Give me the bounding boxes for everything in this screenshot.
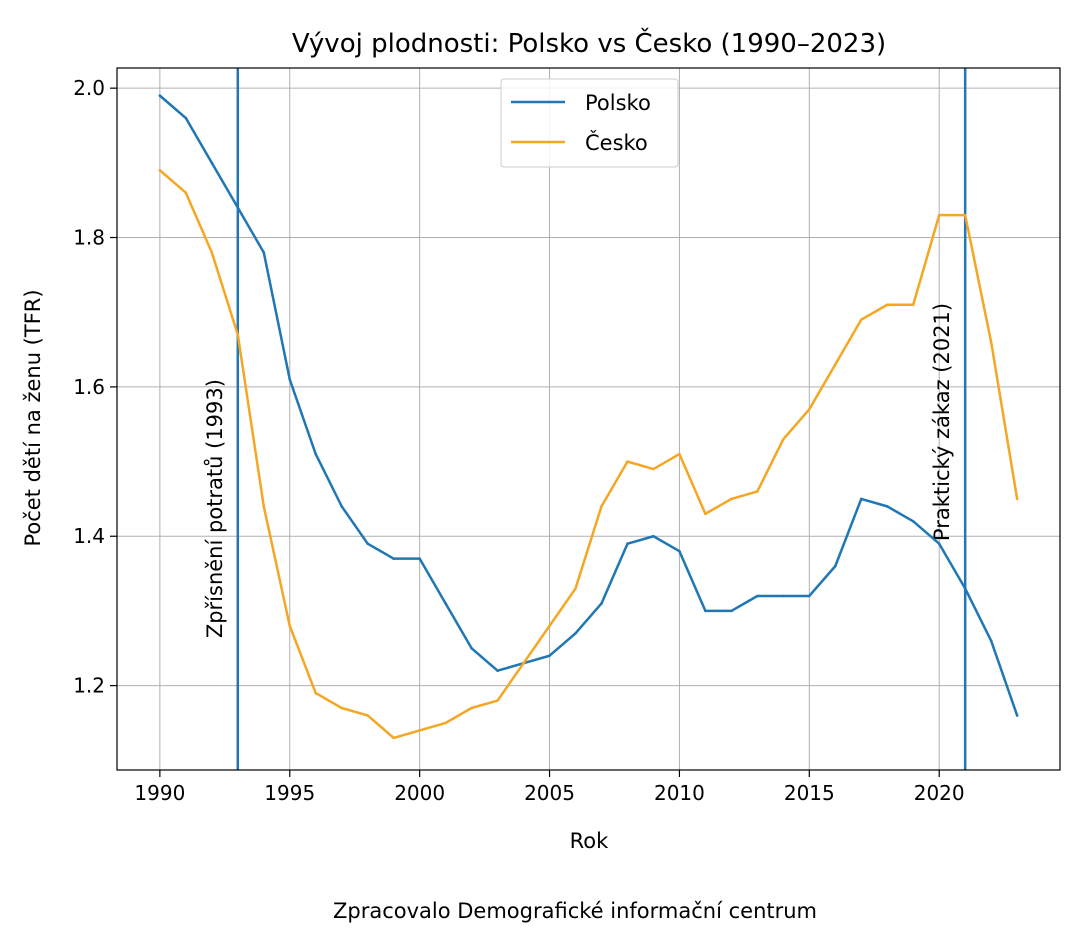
x-tick-label: 2005 (524, 781, 575, 805)
data-point-cesko-1996 (314, 691, 318, 695)
y-tick-label: 1.2 (73, 674, 105, 698)
data-point-cesko-2022 (989, 340, 993, 344)
data-point-polsko-2017 (859, 497, 863, 501)
data-point-polsko-2015 (808, 594, 811, 598)
data-point-cesko-1994 (262, 505, 266, 508)
data-point-cesko-2007 (600, 505, 603, 508)
plot-frame (116, 67, 1061, 771)
legend: Polsko Česko (500, 78, 679, 168)
data-point-cesko-1992 (210, 251, 214, 254)
legend-label-polsko: Polsko (585, 91, 651, 115)
data-point-cesko-1990 (158, 169, 162, 172)
data-point-polsko-2007 (600, 602, 603, 605)
data-point-cesko-2002 (470, 706, 473, 710)
data-point-polsko-2011 (704, 609, 707, 613)
data-point-polsko-2023 (1015, 714, 1019, 717)
plot-background (117, 68, 1060, 770)
y-tick-label: 1.8 (73, 226, 105, 250)
data-point-cesko-1999 (392, 736, 395, 740)
data-point-cesko-2014 (782, 437, 785, 441)
chart-title: Vývoj plodnosti: Polsko vs Česko (1990–2… (292, 27, 886, 59)
data-point-polsko-2012 (730, 609, 733, 613)
data-point-polsko-1992 (210, 161, 214, 165)
data-point-polsko-2005 (548, 654, 551, 658)
data-point-cesko-2019 (911, 303, 915, 307)
annotation-label-2021: Praktický zákaz (2021) (930, 303, 954, 541)
data-point-polsko-1998 (366, 542, 369, 546)
series-line-cesko (158, 169, 1019, 740)
chart-footer: Zpracovalo Demografické informační centr… (333, 899, 817, 923)
data-point-cesko-2012 (730, 497, 733, 501)
x-axis-label: Rok (570, 829, 609, 853)
data-point-polsko-2014 (782, 594, 785, 598)
annotation-label-1993: Zpřísnění potratů (1993) (203, 379, 227, 638)
data-point-cesko-2017 (859, 318, 863, 321)
legend-label-cesko: Česko (585, 130, 648, 155)
data-point-cesko-2015 (808, 407, 811, 411)
data-point-cesko-2001 (444, 721, 447, 725)
data-point-polsko-2010 (678, 549, 681, 553)
data-point-cesko-2021 (963, 213, 967, 217)
y-tick-label: 1.6 (73, 375, 105, 399)
series-layer (158, 94, 1019, 740)
data-point-polsko-2008 (626, 542, 629, 546)
y-tick-label: 1.4 (73, 524, 105, 548)
data-point-polsko-2013 (756, 594, 759, 598)
data-point-polsko-1995 (288, 378, 292, 381)
data-point-cesko-2018 (885, 303, 889, 307)
data-point-polsko-2018 (885, 505, 889, 508)
data-point-cesko-2008 (626, 460, 629, 463)
data-point-polsko-2000 (418, 557, 421, 560)
data-point-polsko-2009 (652, 534, 655, 538)
data-point-polsko-1990 (158, 94, 162, 97)
data-point-polsko-1993 (236, 206, 240, 209)
data-point-cesko-2010 (678, 452, 681, 456)
data-point-polsko-2020 (937, 542, 941, 546)
data-point-cesko-2013 (756, 490, 759, 493)
data-point-cesko-2006 (574, 587, 577, 590)
x-tick-label: 2015 (784, 781, 835, 805)
grid-layer (117, 68, 1060, 770)
series-line-polsko (158, 94, 1019, 717)
data-point-polsko-2021 (963, 587, 967, 590)
y-tick-label: 2.0 (73, 76, 105, 100)
data-point-cesko-1997 (340, 706, 344, 710)
data-point-cesko-1998 (366, 714, 369, 717)
data-point-polsko-2003 (496, 669, 499, 672)
data-point-cesko-2016 (833, 363, 837, 366)
data-point-polsko-2016 (833, 564, 837, 568)
data-point-cesko-2009 (652, 467, 655, 471)
data-point-polsko-1994 (262, 251, 266, 254)
data-point-cesko-1991 (184, 191, 188, 195)
data-point-cesko-2000 (418, 729, 421, 732)
data-point-cesko-1993 (236, 333, 240, 336)
data-point-polsko-2002 (470, 646, 473, 650)
axis-layer: 1990 1995 2000 2005 2010 2015 2020 1.2 1.4 1.6 1.8… (73, 67, 1061, 805)
data-point-polsko-1999 (392, 557, 395, 560)
data-point-cesko-2011 (704, 512, 707, 516)
x-tick-label: 1990 (134, 781, 185, 805)
data-point-polsko-2006 (574, 632, 577, 635)
x-tick-label: 2000 (394, 781, 445, 805)
data-point-cesko-2020 (937, 213, 941, 217)
data-point-polsko-2019 (911, 520, 915, 523)
data-point-cesko-2005 (548, 624, 551, 628)
data-point-cesko-2003 (496, 699, 499, 702)
data-point-polsko-1997 (340, 505, 344, 508)
y-axis-label: Počet dětí na ženu (TFR) (21, 289, 45, 546)
data-point-cesko-2023 (1015, 497, 1019, 501)
x-tick-label: 2020 (914, 781, 965, 805)
data-point-polsko-1991 (184, 116, 188, 120)
x-tick-label: 2010 (654, 781, 705, 805)
data-point-cesko-2004 (522, 661, 525, 665)
x-tick-label: 1995 (264, 781, 315, 805)
annotation-layer: Zpřísnění potratů (1993) Praktický zákaz … (203, 68, 967, 770)
data-point-polsko-2022 (989, 639, 993, 643)
data-point-cesko-1995 (288, 624, 292, 628)
data-point-polsko-1996 (314, 452, 318, 456)
data-point-polsko-2001 (444, 602, 447, 605)
